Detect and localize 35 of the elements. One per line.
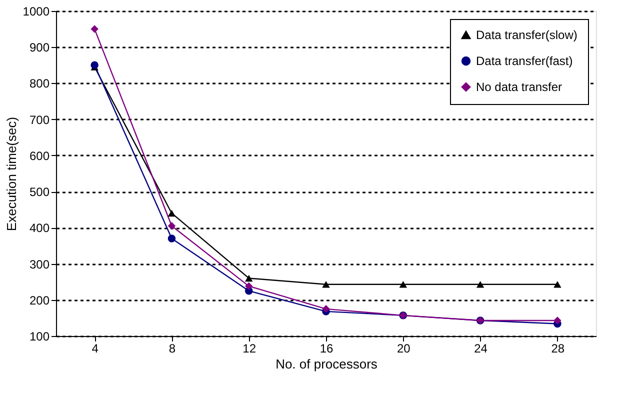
y-tick-label: 1000 [22, 4, 50, 18]
y-tick-label: 700 [29, 112, 50, 127]
point [554, 281, 562, 288]
y-tick-label: 200 [29, 293, 50, 308]
y-tick-label: 900 [29, 40, 50, 55]
x-axis-title: No. of processors [276, 356, 378, 372]
point [244, 282, 253, 290]
point [168, 210, 176, 217]
point [554, 316, 562, 324]
point [322, 281, 330, 288]
y-tick-label: 600 [29, 148, 50, 163]
y-tick-label: 500 [29, 185, 50, 200]
y-tick-label: 400 [29, 221, 50, 236]
legend-label: Data transfer(fast) [476, 54, 573, 68]
point [322, 305, 330, 313]
y-tick-label: 800 [29, 76, 50, 91]
point [244, 274, 253, 282]
y-axis-title: Execution time(sec) [4, 116, 19, 232]
x-tick-label: 12 [242, 342, 256, 356]
point [476, 281, 484, 288]
x-tick-label: 28 [551, 342, 565, 356]
point [399, 281, 408, 288]
x-tick-label: 24 [474, 342, 488, 356]
point [168, 234, 176, 242]
y-tick-label: 100 [29, 330, 50, 344]
point [90, 25, 98, 33]
y-tick-label: 300 [29, 257, 50, 272]
legend-label: Data transfer(slow) [476, 28, 578, 42]
point [90, 61, 98, 70]
x-tick-label: 8 [168, 342, 176, 356]
point [168, 222, 176, 230]
legend-label: No data transfer [476, 80, 562, 94]
x-tick-label: 16 [320, 342, 334, 356]
x-tick-label: 20 [396, 342, 411, 356]
x-tick-label: 4 [92, 342, 99, 356]
